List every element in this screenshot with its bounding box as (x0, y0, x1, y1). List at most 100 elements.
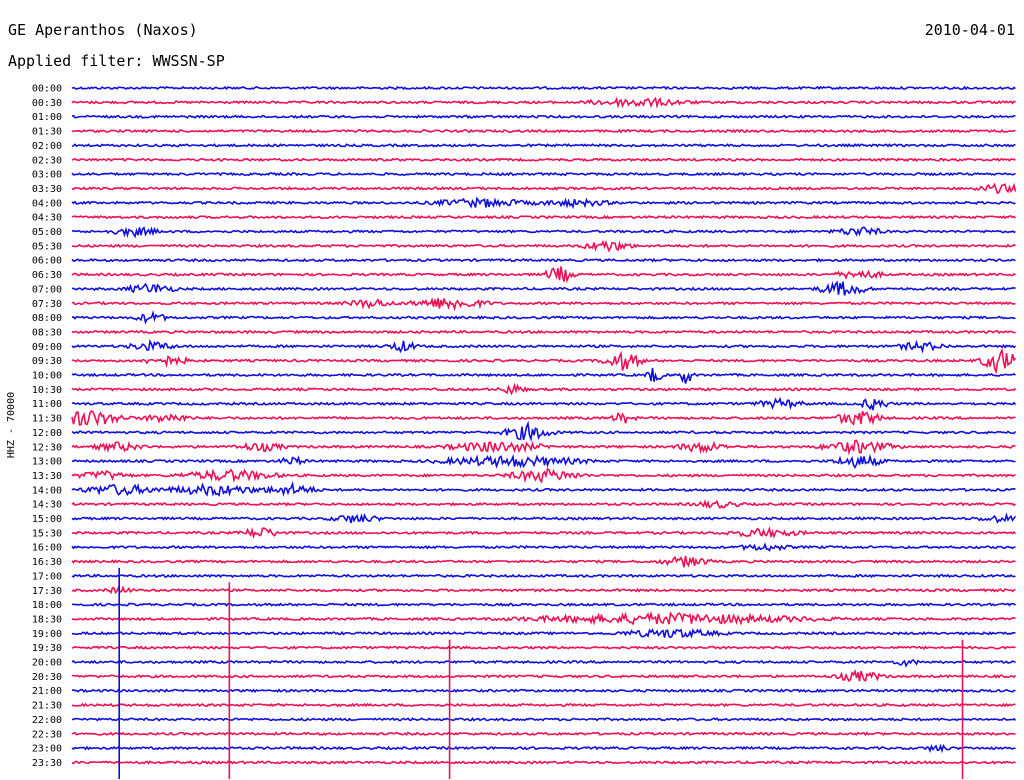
y-tick-label: 21:30 (32, 701, 62, 712)
trace-line (71, 114, 1016, 120)
y-tick-label: 17:00 (32, 571, 62, 582)
y-tick-label: 12:30 (32, 442, 62, 453)
trace-line (71, 610, 1016, 626)
trace-line (71, 96, 1016, 109)
y-tick-label: 13:00 (32, 457, 62, 468)
y-tick-label: 03:00 (32, 170, 62, 181)
y-tick-label: 04:00 (32, 198, 62, 209)
trace-line (71, 731, 1016, 737)
y-tick-label: 22:30 (32, 729, 62, 740)
trace-line (71, 128, 1016, 134)
y-tick-label: 16:00 (32, 543, 62, 554)
trace-line (71, 702, 1016, 708)
trace-line (71, 645, 1016, 650)
trace-line (71, 688, 1016, 694)
trace-line (71, 659, 1016, 668)
y-tick-label: 09:00 (32, 342, 62, 353)
trace-line (71, 480, 1016, 497)
trace-line (71, 257, 1016, 263)
trace-line (71, 309, 1016, 325)
trace-line (71, 396, 1017, 411)
trace-line (71, 499, 1016, 510)
trace-line (71, 280, 1016, 296)
trace-line (71, 367, 1016, 384)
trace-line (71, 453, 1016, 469)
trace-line (71, 525, 1017, 540)
y-tick-label: 12:00 (32, 428, 62, 439)
trace-line (71, 628, 1016, 639)
y-tick-label: 05:30 (32, 241, 62, 252)
chart-subtitle: Applied filter: WWSSN-SP (8, 52, 225, 70)
trace-line (71, 760, 1016, 765)
spike-lines (118, 567, 964, 779)
trace-line (71, 555, 1016, 568)
y-tick-label: 11:30 (32, 414, 62, 425)
y-tick-label: 01:00 (32, 112, 62, 123)
trace-line (71, 420, 1017, 443)
y-tick-label: 18:00 (32, 600, 62, 611)
y-tick-label: 19:00 (32, 629, 62, 640)
trace-line (71, 171, 1016, 177)
y-tick-label: 00:00 (32, 84, 62, 95)
y-tick-label: 09:30 (32, 356, 62, 367)
y-tick-label: 23:00 (32, 744, 62, 755)
y-tick-label: 03:30 (32, 184, 62, 195)
trace-line (71, 214, 1017, 220)
trace-line (71, 226, 1016, 239)
y-tick-label: 00:30 (32, 98, 62, 109)
trace-line (71, 85, 1016, 91)
trace-line (71, 157, 1016, 162)
chart-title: GE Aperanthos (Naxos) (8, 21, 198, 39)
trace-line (71, 668, 1017, 683)
y-tick-labels: 00:00 00:30 01:00 01:30 02:00 02:30 03:00 03:30… (32, 84, 62, 769)
y-tick-label: 15:00 (32, 514, 62, 525)
y-tick-label: 10:00 (32, 371, 62, 382)
trace-line (71, 743, 1016, 754)
y-tick-label: 02:00 (32, 141, 62, 152)
y-tick-label: 11:00 (32, 399, 62, 410)
y-tick-label: 07:30 (32, 299, 62, 310)
trace-line (71, 542, 1016, 552)
chart-date: 2010-04-01 (925, 21, 1015, 39)
y-tick-label: 05:00 (32, 227, 62, 238)
y-tick-label: 21:00 (32, 686, 62, 697)
y-tick-label: 14:30 (32, 500, 62, 511)
y-tick-label: 15:30 (32, 528, 62, 539)
y-axis-label: HHZ - 70000 (6, 392, 17, 458)
y-tick-label: 14:00 (32, 485, 62, 496)
trace-line (71, 239, 1016, 253)
y-tick-label: 17:30 (32, 586, 62, 597)
y-tick-label: 20:00 (32, 658, 62, 669)
trace-line (71, 182, 1017, 195)
trace-line (71, 716, 1017, 722)
y-tick-label: 01:30 (32, 127, 62, 138)
trace-line (71, 347, 1017, 375)
y-tick-label: 23:30 (32, 758, 62, 769)
y-tick-label: 04:30 (32, 213, 62, 224)
trace-line (71, 573, 1016, 579)
y-tick-label: 08:30 (32, 327, 62, 338)
y-tick-label: 18:30 (32, 614, 62, 625)
y-tick-label: 10:30 (32, 385, 62, 396)
y-tick-label: 02:30 (32, 155, 62, 166)
trace-line (71, 266, 1016, 284)
trace-line (71, 382, 1017, 396)
y-tick-label: 19:30 (32, 643, 62, 654)
trace-line (71, 143, 1016, 148)
trace-line (71, 602, 1017, 607)
y-tick-label: 16:30 (32, 557, 62, 568)
y-tick-label: 22:00 (32, 715, 62, 726)
trace-line (71, 297, 1016, 312)
trace-line (71, 467, 1016, 484)
y-tick-label: 08:00 (32, 313, 62, 324)
y-tick-label: 20:30 (32, 672, 62, 683)
trace-line (71, 338, 1016, 354)
trace-line (71, 196, 1016, 210)
trace-line (71, 439, 1016, 456)
y-tick-label: 13:30 (32, 471, 62, 482)
trace-line (71, 585, 1016, 595)
y-tick-label: 06:00 (32, 256, 62, 267)
y-tick-label: 07:00 (32, 284, 62, 295)
trace-line (71, 329, 1016, 335)
